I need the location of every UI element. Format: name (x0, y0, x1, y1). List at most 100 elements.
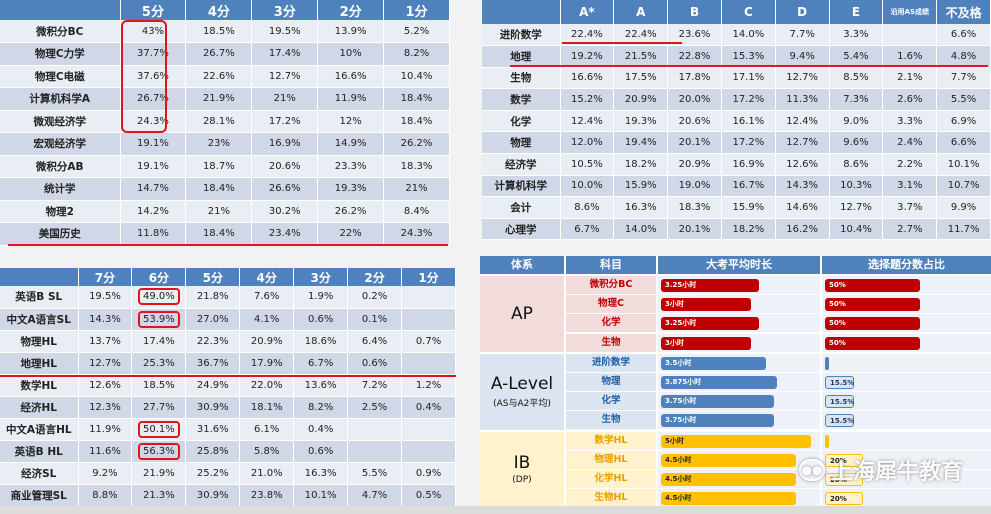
table-cell: 18.4% (383, 110, 450, 133)
table-cell: 8.8% (78, 484, 133, 507)
table-cell: 23.8% (239, 484, 295, 507)
cell-value: 12.7% (786, 137, 819, 149)
cell-value: 14.7% (137, 183, 169, 195)
cell-value: 8.8% (92, 489, 118, 501)
table-cell: 27.7% (131, 396, 187, 419)
subject-label: 地理 (482, 45, 561, 68)
subject-label: 生物 (566, 411, 656, 430)
table-cell: 6.1% (239, 418, 295, 441)
highlight-underline (510, 65, 988, 67)
table-cell: 9.0% (829, 110, 884, 133)
table-cell: 12.6% (78, 374, 133, 397)
column-header: 科目 (566, 256, 656, 274)
cell-value: 23.3% (334, 160, 367, 172)
table-row: 数学 15.2% 20.9% 20.0% 17.2% 11.3% 7.3% 2.6% 5.5% (482, 88, 991, 111)
cell-value: 22.4% (571, 29, 603, 41)
table-cell: 10.4% (383, 65, 450, 88)
cell-value: 11.9% (334, 93, 367, 105)
cell-value: 0.6% (307, 313, 334, 325)
duration-bar: 3.75小时 (661, 414, 774, 428)
table-cell: 18.7% (185, 155, 253, 178)
table-cell: 22% (317, 222, 385, 246)
table-cell (401, 440, 456, 463)
table-cell: 9.4% (775, 45, 830, 68)
table-cell: 9.9% (936, 196, 991, 219)
table-cell: 0.4% (293, 418, 349, 441)
table-row: 心理学 6.7% 14.0% 20.1% 18.2% 16.2% 10.4% 2.7% 11.7… (482, 218, 991, 241)
table-cell: 2.7% (882, 218, 938, 241)
mcq-cell (822, 431, 991, 450)
cell-value: 1.6% (897, 50, 923, 62)
table-cell: 10% (317, 42, 385, 66)
table-cell: 21.0% (239, 462, 295, 485)
mcq-cell: 50% (822, 314, 991, 333)
table-cell: 6.9% (936, 110, 991, 133)
cell-value: 13.9% (334, 25, 367, 37)
duration-bar: 3小时 (661, 298, 751, 312)
table-cell: 16.2% (775, 218, 830, 241)
table-cell (401, 286, 456, 309)
duration-cell: 3.5小时 (658, 353, 820, 372)
column-header: 2分 (317, 0, 385, 20)
table-row: 物理C力学 37.7% 26.7% 17.4% 10% 8.2% (0, 42, 450, 66)
table-cell: 31.6% (185, 418, 241, 441)
table-cell: 0.2% (347, 286, 403, 309)
table-cell: 6.6% (936, 131, 991, 155)
cell-value: 12.7% (786, 72, 819, 84)
cell-value: 21.3% (142, 489, 175, 501)
table-cell: 5.5% (347, 462, 403, 485)
table-cell: 12.4% (560, 110, 615, 133)
cell-value: 17.1% (732, 72, 765, 84)
cell-value: 14.9% (334, 138, 367, 150)
column-header: 沿用AS成绩 (882, 0, 938, 24)
cell-value: 11.3% (786, 94, 819, 106)
table-cell: 12.0% (560, 131, 615, 155)
table-cell: 14.9% (317, 132, 385, 156)
table-cell: 21% (383, 177, 450, 201)
table-cell: 22.4% (560, 24, 615, 47)
cell-value: 26.7% (202, 48, 235, 60)
duration-bar: 3.5小时 (661, 356, 766, 370)
table-row: 中文A语言HL 11.9% 50.1% 31.6% 6.1% 0.4% (0, 418, 456, 441)
subject-label: 地理HL (0, 352, 79, 375)
column-header: C (721, 0, 776, 24)
table-cell: 10.4% (829, 218, 884, 241)
cell-value: 14.3% (89, 313, 121, 325)
table-cell: 14.6% (775, 196, 830, 219)
cell-value: 11.6% (89, 445, 121, 457)
subject-label: 英语B SL (0, 286, 79, 309)
table-row: 计算机科学A 26.7% 21.9% 21% 11.9% 18.4% (0, 87, 450, 111)
table-cell: 28.1% (185, 110, 253, 133)
duration-cell: 3小时 (658, 295, 820, 314)
table-cell: 17.9% (239, 352, 295, 375)
table-row: 商业管理SL 8.8% 21.3% 30.9% 23.8% 10.1% 4.7% 0.5% (0, 484, 456, 507)
table-row: 数学HL 12.6% 18.5% 24.9% 22.0% 13.6% 7.2% 1.2% (0, 374, 456, 397)
column-header: 3分 (293, 268, 349, 286)
watermark: ●● 上海犀牛教育 (798, 454, 963, 486)
cell-value: 17.2% (268, 115, 301, 127)
cell-value: 21% (405, 183, 428, 195)
cell-value: 18.3% (678, 202, 711, 214)
cell-value: 14.0% (732, 29, 765, 41)
subject-label: 中文A语言SL (0, 308, 79, 331)
table-cell (401, 418, 456, 441)
table-cell: 8.4% (383, 200, 450, 223)
table-row: 地理HL 12.7% 25.3% 36.7% 17.9% 6.7% 0.6% (0, 352, 456, 375)
mcq-cell: 20% (822, 470, 991, 488)
cell-value: 9.9% (950, 202, 977, 214)
table-cell: 3.3% (882, 110, 938, 133)
table-cell: 11.9% (317, 87, 385, 111)
duration-cell: 3.25小时 (658, 276, 820, 294)
cell-value: 8.6% (574, 202, 600, 214)
cell-value: 19.3% (334, 183, 367, 195)
table-cell: 18.3% (383, 155, 450, 178)
bottom-bar (0, 506, 991, 514)
duration-cell: 4.5小时 (658, 470, 820, 488)
table-row: 微观经济学 24.3% 28.1% 17.2% 12% 18.4% (0, 110, 450, 133)
table-cell: 19.1% (120, 155, 187, 178)
table-cell: 9.6% (829, 131, 884, 155)
cell-value: 2.4% (897, 137, 923, 149)
cell-value: 11.8% (137, 228, 169, 240)
cell-value: 7.3% (843, 94, 869, 106)
table-row: 物理 12.0% 19.4% 20.1% 17.2% 12.7% 9.6% 2.4% 6.6% (482, 131, 991, 155)
